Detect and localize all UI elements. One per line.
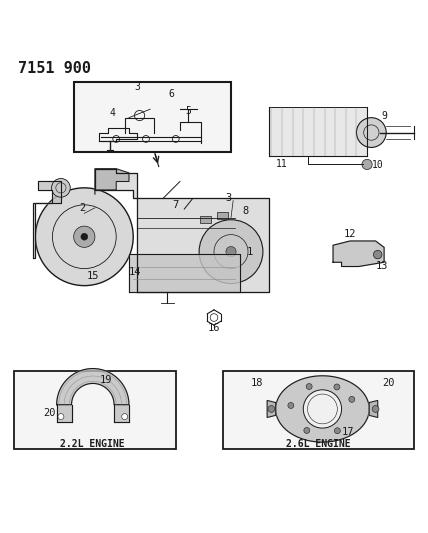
- Text: 4: 4: [109, 108, 115, 118]
- Bar: [74, 82, 231, 152]
- Polygon shape: [267, 400, 276, 417]
- Circle shape: [372, 406, 379, 413]
- Circle shape: [362, 159, 372, 169]
- Circle shape: [304, 427, 310, 433]
- Polygon shape: [369, 400, 378, 417]
- Bar: [14, 370, 176, 449]
- Bar: [200, 216, 211, 223]
- Circle shape: [51, 179, 70, 197]
- Text: 7: 7: [172, 200, 179, 210]
- Text: 12: 12: [344, 229, 357, 239]
- Polygon shape: [333, 241, 384, 266]
- Polygon shape: [56, 368, 129, 405]
- Text: 19: 19: [99, 375, 112, 385]
- Circle shape: [334, 384, 340, 390]
- Text: 17: 17: [342, 427, 354, 438]
- Text: 6: 6: [169, 90, 175, 99]
- Text: 11: 11: [276, 159, 288, 169]
- Text: 1: 1: [247, 247, 253, 256]
- Text: 9: 9: [381, 110, 387, 120]
- Polygon shape: [114, 405, 129, 422]
- Bar: [223, 370, 414, 449]
- Text: 20: 20: [382, 378, 395, 389]
- Bar: [217, 212, 228, 219]
- Polygon shape: [129, 254, 240, 292]
- Text: 5: 5: [186, 106, 191, 116]
- Bar: [269, 107, 367, 156]
- Text: 14: 14: [129, 266, 142, 277]
- Text: 16: 16: [208, 323, 220, 333]
- Text: 3: 3: [134, 82, 140, 92]
- Text: 10: 10: [372, 160, 383, 171]
- Circle shape: [226, 247, 236, 257]
- Circle shape: [357, 118, 386, 148]
- Circle shape: [374, 251, 382, 259]
- Circle shape: [288, 402, 294, 408]
- Text: 13: 13: [376, 261, 388, 271]
- Polygon shape: [276, 376, 369, 442]
- Circle shape: [58, 414, 64, 419]
- Circle shape: [303, 390, 342, 428]
- Circle shape: [306, 384, 312, 390]
- Text: 8: 8: [243, 206, 249, 216]
- Text: 3: 3: [226, 193, 232, 204]
- Circle shape: [74, 226, 95, 247]
- Text: 7151 900: 7151 900: [18, 61, 92, 76]
- Text: 2.2L ENGINE: 2.2L ENGINE: [60, 439, 125, 449]
- Circle shape: [36, 188, 133, 286]
- Circle shape: [349, 397, 355, 402]
- Polygon shape: [95, 169, 269, 292]
- Circle shape: [81, 233, 88, 240]
- Text: 20: 20: [43, 408, 55, 418]
- Text: 18: 18: [250, 378, 263, 389]
- Polygon shape: [95, 169, 129, 194]
- Circle shape: [334, 428, 340, 434]
- Polygon shape: [33, 181, 61, 258]
- Circle shape: [268, 406, 275, 413]
- Polygon shape: [56, 405, 71, 422]
- Circle shape: [122, 414, 128, 419]
- Text: 2.6L ENGINE: 2.6L ENGINE: [286, 439, 351, 449]
- Text: 2: 2: [79, 203, 85, 213]
- Circle shape: [199, 220, 263, 284]
- Text: 15: 15: [86, 271, 99, 281]
